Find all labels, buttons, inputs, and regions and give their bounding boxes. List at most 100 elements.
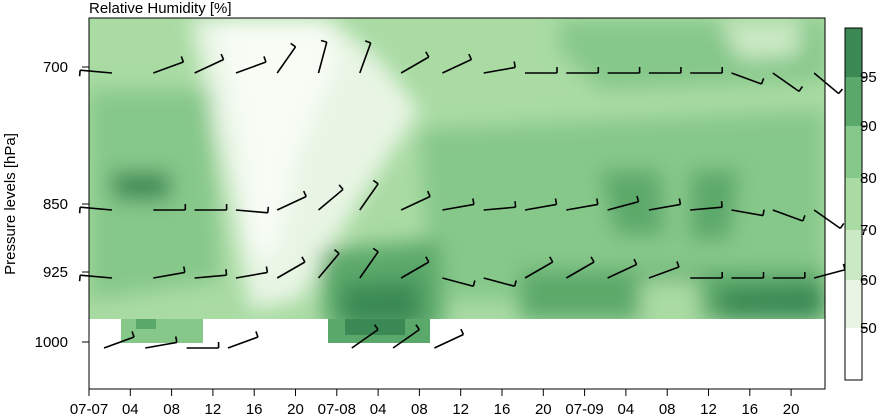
x-tick-label: 07-07 <box>70 401 108 418</box>
colorbar-tick-label: 50 <box>860 320 877 337</box>
wind-barb <box>400 190 431 211</box>
colorbar-bin-50-60 <box>845 280 862 328</box>
wind-barb <box>524 198 558 211</box>
rh-1000-island-a <box>121 319 203 343</box>
wind-barb <box>565 256 595 279</box>
colorbar-ticks <box>862 76 867 329</box>
wind-barb <box>235 266 269 279</box>
wind-barb <box>359 179 379 211</box>
x-tick-label: 12 <box>452 401 469 418</box>
rh-contour-95b <box>340 280 420 330</box>
wind-barb <box>276 42 297 74</box>
colorbar-bin-80-90 <box>845 126 862 178</box>
wind-barb <box>194 53 225 74</box>
rh-contour-95a <box>110 172 170 200</box>
colorbar-frame <box>844 27 863 381</box>
wind-barb <box>442 53 473 74</box>
wind-barb <box>434 328 465 349</box>
colorbar-tick-label: 70 <box>860 222 877 239</box>
y-tick-label: 700 <box>43 59 68 76</box>
colorbar-tick-label: 95 <box>860 69 877 86</box>
x-tick-label: 04 <box>618 401 635 418</box>
x-tick-label: 07-08 <box>318 401 356 418</box>
wind-barb <box>607 67 641 74</box>
wind-barb <box>690 67 724 74</box>
wind-barb <box>78 274 113 282</box>
colorbar-bin-40-50 <box>845 328 862 380</box>
x-tick-label: 12 <box>205 401 222 418</box>
below-ground-mask <box>89 319 825 389</box>
wind-barb <box>525 67 558 74</box>
x-tick-label: 08 <box>411 401 428 418</box>
wind-barb <box>359 40 372 74</box>
wind-barb <box>607 195 640 211</box>
x-tick-label: 04 <box>122 401 139 418</box>
below-ground-mask-left <box>89 319 121 389</box>
wind-barb <box>772 72 804 93</box>
rh-contour-70a <box>720 22 800 60</box>
wind-barb <box>227 331 259 349</box>
y-tick-label: 1000 <box>35 334 68 351</box>
wind-barb <box>235 56 267 74</box>
wind-barb <box>392 324 420 349</box>
rh-contour-95c <box>720 285 825 320</box>
colorbar-tick-label: 60 <box>860 272 877 289</box>
x-tick-label: 16 <box>246 401 263 418</box>
wind-barb <box>772 272 806 279</box>
x-tick-label: 20 <box>535 401 552 418</box>
wind-barb <box>400 51 430 74</box>
wind-barb <box>442 277 476 288</box>
colorbar-bin-95-100 <box>845 28 862 77</box>
wind-barbs <box>78 39 846 349</box>
colorbar-bin-70-80 <box>845 178 862 230</box>
colorbar-bin-60-70 <box>845 230 862 280</box>
wind-barb <box>359 247 379 279</box>
wind-barb <box>648 67 682 74</box>
wind-barb <box>153 204 187 211</box>
rh-contour-50 <box>215 18 340 260</box>
x-tick-label: 20 <box>783 401 800 418</box>
wind-barb <box>78 206 113 214</box>
wind-barb <box>813 209 845 230</box>
wind-barb <box>690 201 723 211</box>
y-tick-label: 850 <box>43 196 68 213</box>
wind-barb <box>731 272 765 279</box>
wind-barb <box>78 69 113 77</box>
colorbar: 50 60 70 80 90 95 <box>844 27 877 381</box>
x-tick-label: 16 <box>494 401 511 418</box>
wind-barb <box>186 342 220 349</box>
x-tick-label: 16 <box>741 401 758 418</box>
wind-barb <box>566 198 599 211</box>
wind-barb <box>813 72 844 95</box>
x-tick-label: 20 <box>287 401 304 418</box>
y-axis-label: Pressure levels [hPa] <box>2 133 19 275</box>
wind-barb <box>153 266 186 279</box>
rh-contour-70b <box>640 280 700 320</box>
wind-barb <box>276 190 307 211</box>
wind-barb <box>400 256 430 279</box>
wind-barb <box>351 324 379 349</box>
wind-barb <box>731 209 765 217</box>
wind-barb <box>317 39 328 74</box>
wind-barb <box>103 331 135 349</box>
wind-barb <box>194 204 228 211</box>
colorbar-bin-90-95 <box>845 77 862 126</box>
wind-barb <box>145 336 178 349</box>
x-axis: 07-07 04 08 12 16 20 07-08 04 08 12 16 20 07-09 04 08 1… <box>70 389 800 418</box>
x-tick-label: 08 <box>659 401 676 418</box>
wind-barb <box>317 184 344 211</box>
wind-barb <box>235 206 270 214</box>
wind-barb <box>194 269 228 279</box>
wind-barb <box>276 256 306 279</box>
wind-barb <box>731 72 765 85</box>
wind-barb <box>566 67 600 74</box>
y-tick-label: 925 <box>43 264 68 281</box>
wind-barb <box>648 198 682 211</box>
y-axis: 700 850 925 1000 Pressure levels [hPa] <box>2 59 89 351</box>
wind-barb <box>483 201 517 211</box>
colorbar-tick-label: 90 <box>860 118 877 135</box>
wind-barb <box>483 61 517 74</box>
wind-barb <box>483 277 517 288</box>
wind-barb <box>690 272 724 279</box>
